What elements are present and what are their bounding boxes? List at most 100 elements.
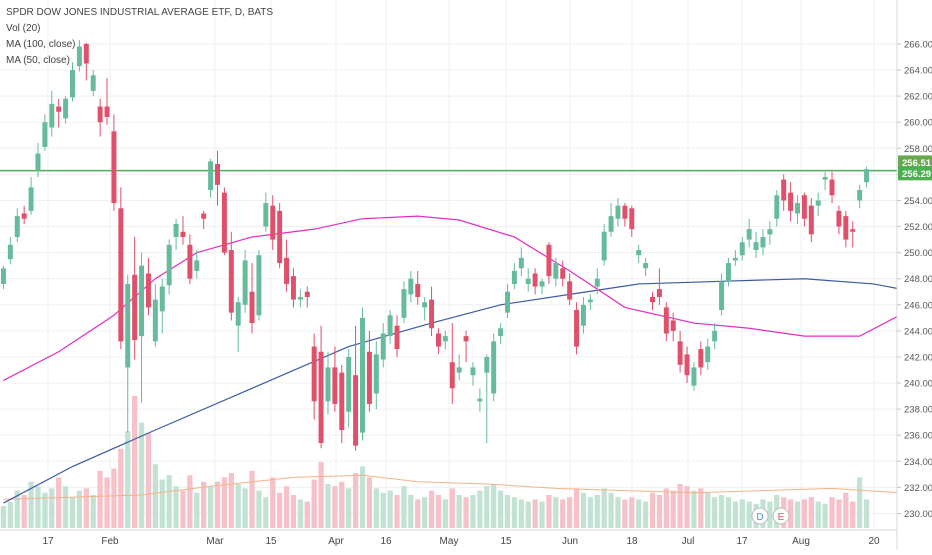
candle-body[interactable] <box>221 192 227 253</box>
candle-body[interactable] <box>684 354 690 376</box>
candle-body[interactable] <box>470 367 476 376</box>
candle-body[interactable] <box>277 210 283 264</box>
candle-body[interactable] <box>760 236 766 248</box>
candle-body[interactable] <box>546 244 552 277</box>
candle-body[interactable] <box>719 281 725 311</box>
last-price-badge[interactable]: 256.51 <box>902 158 932 169</box>
candle-body[interactable] <box>677 341 683 365</box>
candle-body[interactable] <box>360 317 365 433</box>
candle-body[interactable] <box>235 302 241 326</box>
candle-body[interactable] <box>228 250 234 313</box>
candle-body[interactable] <box>615 205 621 219</box>
candle-body[interactable] <box>663 307 669 334</box>
candle-body[interactable] <box>28 187 34 211</box>
candle-body[interactable] <box>297 296 303 300</box>
candle-body[interactable] <box>104 106 110 117</box>
price-axis-panel[interactable] <box>897 0 932 550</box>
candle-body[interactable] <box>49 103 55 128</box>
candle-body[interactable] <box>139 265 145 337</box>
candle-body[interactable] <box>290 276 296 300</box>
candle-body[interactable] <box>629 208 635 230</box>
candle-body[interactable] <box>574 310 580 347</box>
candle-body[interactable] <box>643 263 649 269</box>
candle-body[interactable] <box>0 268 6 284</box>
candle-body[interactable] <box>781 179 787 201</box>
candle-body[interactable] <box>746 229 752 240</box>
candle-body[interactable] <box>339 372 345 431</box>
candle-body[interactable] <box>650 296 655 303</box>
candle-body[interactable] <box>691 367 697 386</box>
candle-body[interactable] <box>332 367 338 404</box>
candle-body[interactable] <box>511 270 517 284</box>
candle-body[interactable] <box>152 299 158 342</box>
candle-body[interactable] <box>111 131 117 204</box>
candle-body[interactable] <box>76 46 82 67</box>
candle-body[interactable] <box>456 367 462 373</box>
candle-body[interactable] <box>166 244 172 286</box>
candle-body[interactable] <box>159 286 165 312</box>
candle-body[interactable] <box>774 195 780 219</box>
candle-body[interactable] <box>118 208 124 342</box>
candle-body[interactable] <box>270 205 276 240</box>
candle-body[interactable] <box>601 231 607 261</box>
candle-body[interactable] <box>539 281 545 287</box>
candle-body[interactable] <box>242 260 248 305</box>
level-price-badge[interactable]: 256.29 <box>902 169 931 180</box>
candle-body[interactable] <box>366 351 372 404</box>
candle-body[interactable] <box>7 244 13 260</box>
candle-body[interactable] <box>525 278 531 284</box>
candle-body[interactable] <box>705 346 711 363</box>
candle-body[interactable] <box>822 176 828 180</box>
candle-body[interactable] <box>560 268 566 279</box>
indicator-ma100[interactable]: MA (100, close) <box>6 39 76 50</box>
candle-body[interactable] <box>739 242 745 256</box>
candle-body[interactable] <box>373 354 379 394</box>
candle-body[interactable] <box>422 302 428 308</box>
candle-body[interactable] <box>353 375 359 446</box>
candle-body[interactable] <box>567 281 573 300</box>
candle-body[interactable] <box>518 257 524 269</box>
candle-body[interactable] <box>732 257 738 261</box>
candle-body[interactable] <box>145 273 151 308</box>
candle-body[interactable] <box>208 161 214 191</box>
candle-body[interactable] <box>808 205 814 235</box>
candle-body[interactable] <box>753 242 759 251</box>
candle-body[interactable] <box>815 200 821 206</box>
candle-body[interactable] <box>56 106 62 112</box>
candle-body[interactable] <box>594 278 600 287</box>
candle-body[interactable] <box>801 195 807 219</box>
candle-body[interactable] <box>463 336 469 342</box>
candle-body[interactable] <box>21 213 27 219</box>
candle-body[interactable] <box>346 356 352 412</box>
candle-body[interactable] <box>608 216 614 232</box>
candle-body[interactable] <box>35 153 41 171</box>
candle-body[interactable] <box>263 203 269 227</box>
candle-body[interactable] <box>829 179 835 196</box>
candle-body[interactable] <box>580 304 586 326</box>
candle-body[interactable] <box>656 289 662 297</box>
candle-body[interactable] <box>850 229 856 232</box>
event-marker[interactable] <box>772 507 790 525</box>
candle-body[interactable] <box>194 260 200 271</box>
candle-body[interactable] <box>284 257 290 284</box>
candle-body[interactable] <box>484 356 490 373</box>
candle-body[interactable] <box>712 330 718 342</box>
candle-body[interactable] <box>498 328 504 337</box>
indicator-ma50[interactable]: MA (50, close) <box>6 55 70 66</box>
candle-body[interactable] <box>636 250 642 256</box>
candle-body[interactable] <box>90 75 96 91</box>
candle-body[interactable] <box>408 278 414 295</box>
candle-body[interactable] <box>670 320 676 331</box>
candle-body[interactable] <box>622 205 628 219</box>
candle-body[interactable] <box>864 169 870 183</box>
candle-body[interactable] <box>180 231 186 237</box>
candle-body[interactable] <box>318 351 324 444</box>
candle-body[interactable] <box>304 291 310 297</box>
candle-body[interactable] <box>532 273 538 287</box>
candle-body[interactable] <box>311 346 317 402</box>
candle-body[interactable] <box>442 336 448 342</box>
candle-body[interactable] <box>325 367 331 402</box>
candle-body[interactable] <box>505 291 510 313</box>
